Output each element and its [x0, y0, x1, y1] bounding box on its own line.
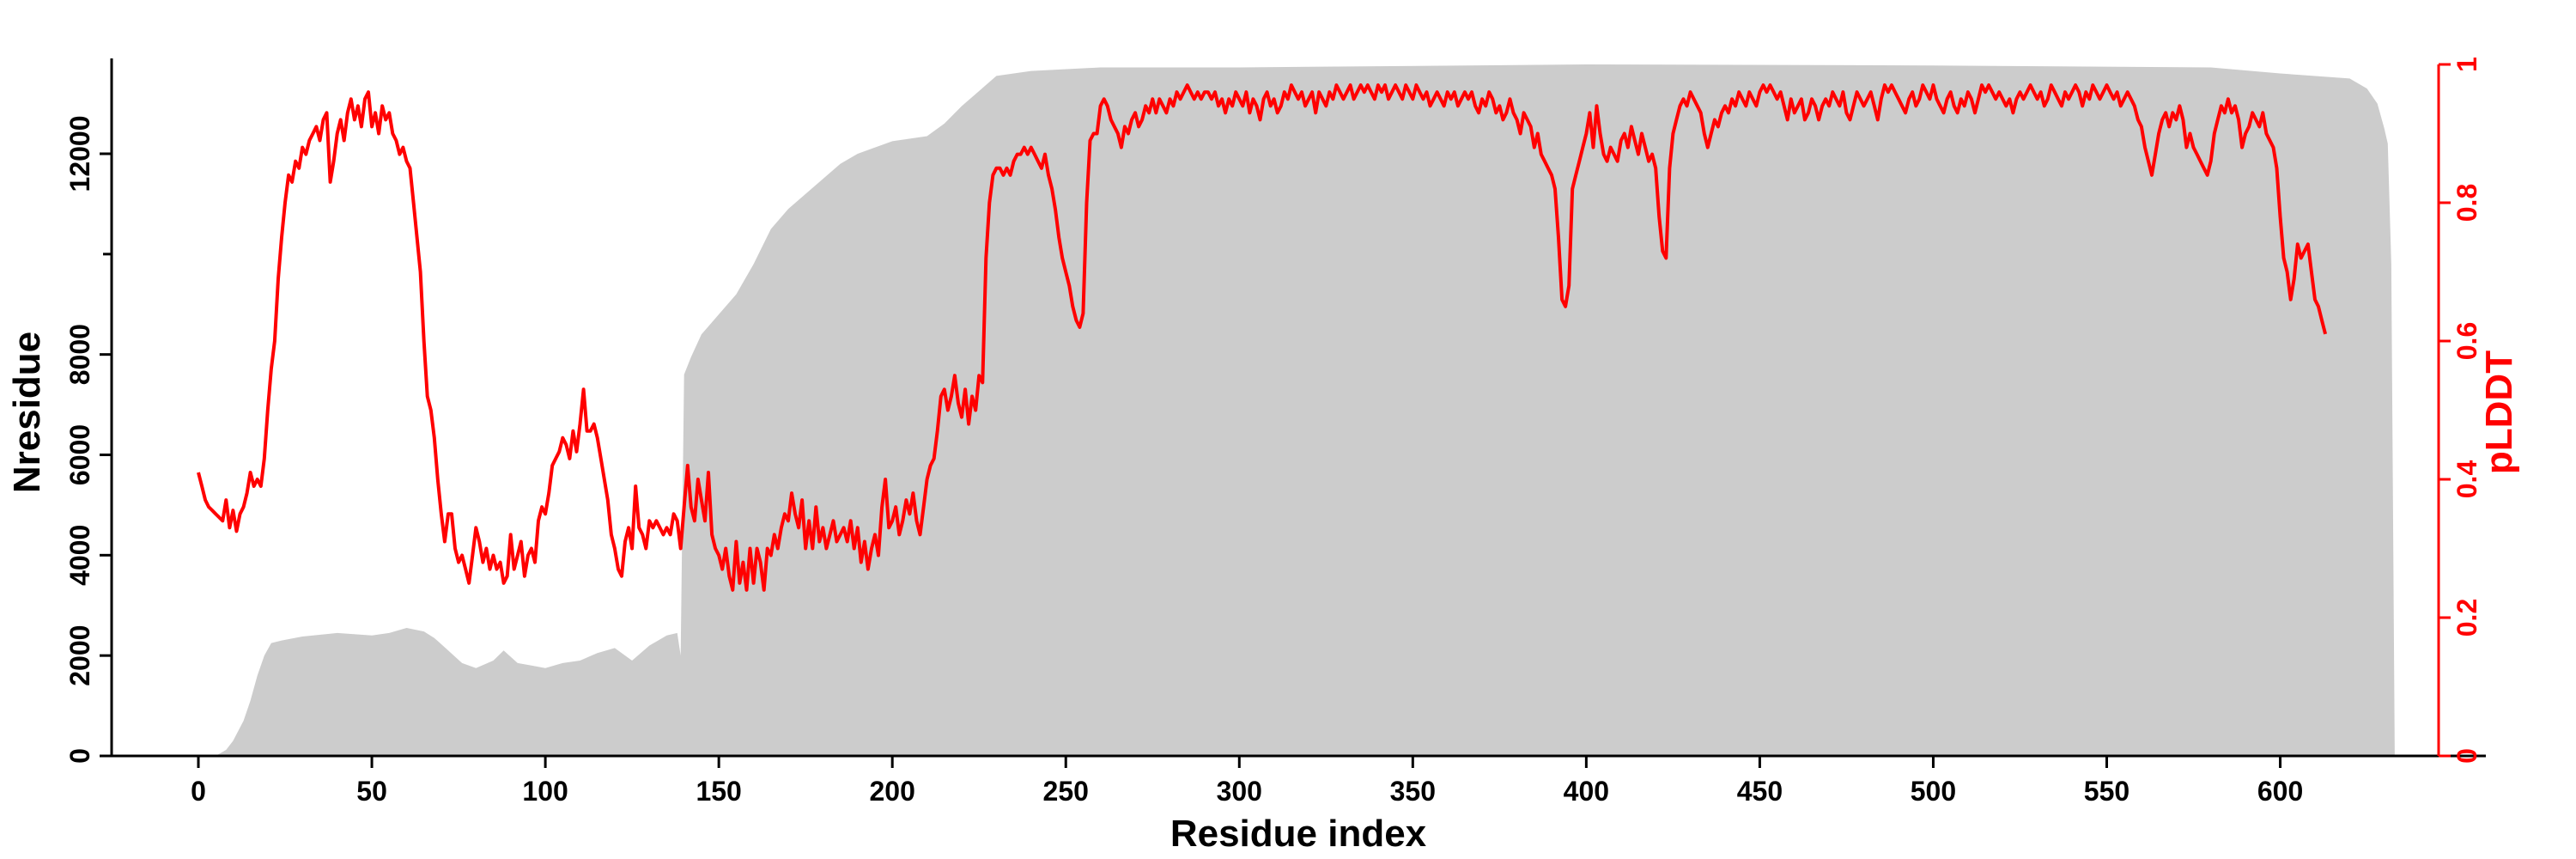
x-tick-label: 0 — [191, 776, 206, 807]
x-tick-label: 550 — [2084, 776, 2129, 807]
coverage-area — [198, 64, 2395, 756]
left-y-tick-label: 2000 — [64, 625, 95, 686]
left-y-tick-label: 12000 — [64, 116, 95, 192]
left-y-tick-label: 6000 — [64, 424, 95, 485]
plddt-line — [197, 83, 2328, 592]
labels-layer: 0 50 100 150 200 250 300 350 400 450 500 550 6000200… — [64, 57, 2482, 807]
right-y-tick-label: 0 — [2451, 748, 2482, 764]
x-tick-label: 500 — [1911, 776, 1956, 807]
plddt-line-layer — [197, 83, 2328, 592]
left-y-tick-label: 4000 — [64, 525, 95, 586]
left-y-tick-label: 8000 — [64, 324, 95, 385]
coverage-area-layer — [198, 64, 2395, 756]
right-y-tick-label: 1 — [2451, 57, 2482, 72]
x-tick-label: 300 — [1217, 776, 1262, 807]
left-y-axis-title: Nresidue — [6, 332, 48, 493]
x-tick-label: 400 — [1564, 776, 1609, 807]
x-tick-label: 600 — [2257, 776, 2303, 807]
x-tick-label: 150 — [696, 776, 741, 807]
right-y-tick-label: 0.2 — [2451, 599, 2482, 637]
axes-layer — [100, 58, 2486, 768]
x-tick-label: 250 — [1043, 776, 1089, 807]
x-tick-label: 50 — [356, 776, 387, 807]
x-tick-label: 100 — [522, 776, 568, 807]
right-y-tick-label: 0.6 — [2451, 322, 2482, 360]
left-y-tick-label: 0 — [64, 748, 95, 764]
x-tick-label: 450 — [1737, 776, 1783, 807]
x-axis-title: Residue index — [1170, 813, 1427, 855]
right-y-tick-label: 0.4 — [2451, 460, 2482, 499]
right-y-tick-label: 0.8 — [2451, 184, 2482, 222]
x-tick-label: 350 — [1390, 776, 1436, 807]
x-tick-label: 200 — [870, 776, 915, 807]
right-y-axis-title: pLDDT — [2478, 350, 2520, 474]
